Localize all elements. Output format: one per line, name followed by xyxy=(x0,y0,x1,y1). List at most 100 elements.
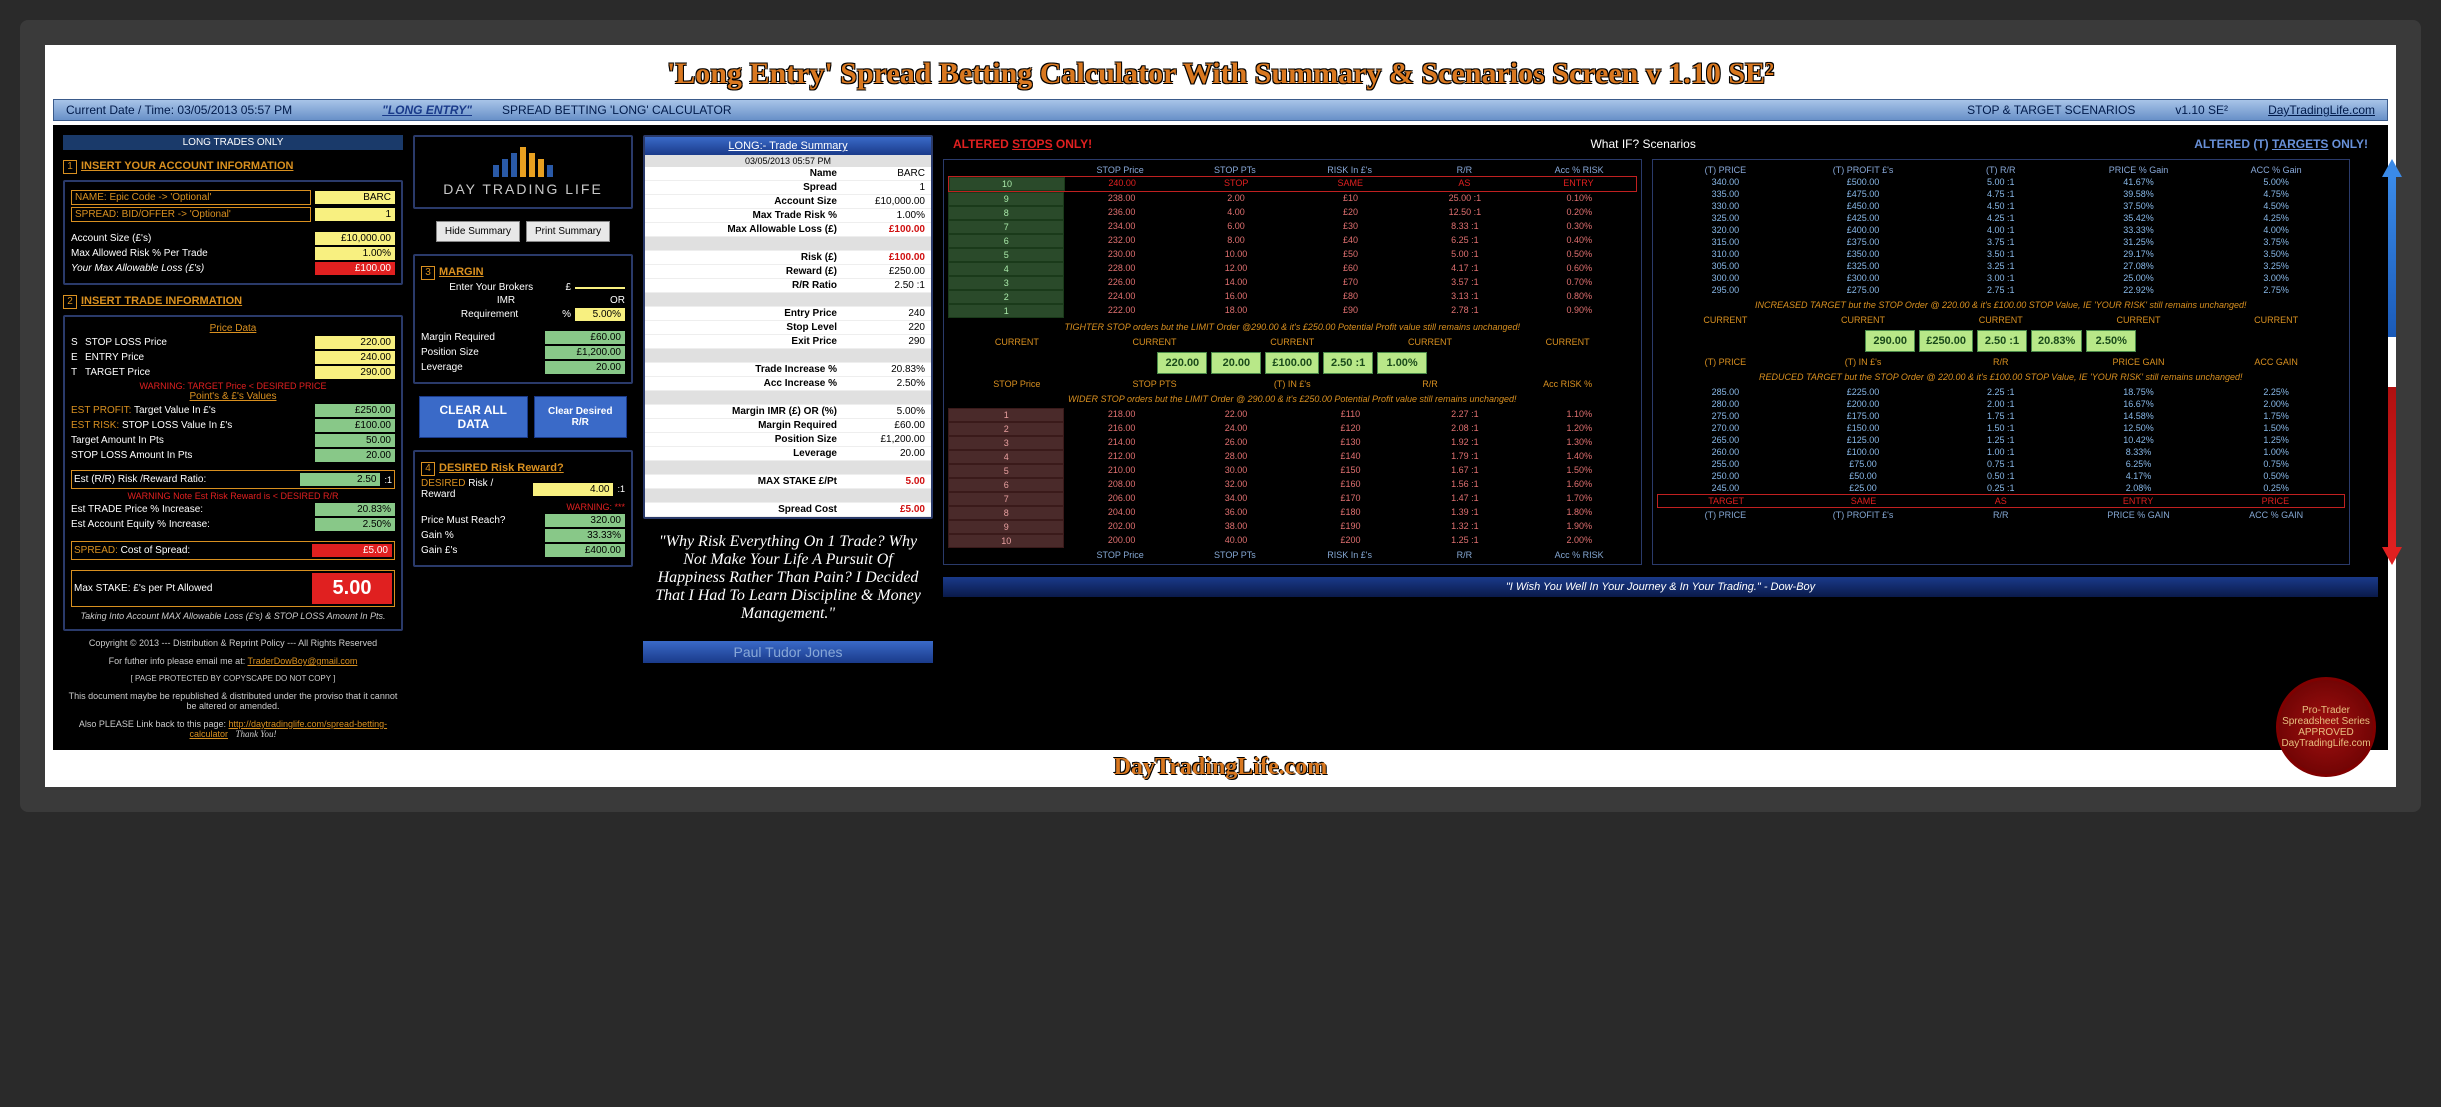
scenario-row: 9202.0038.00£1901.32 :11.90% xyxy=(948,520,1637,534)
input-column: LONG TRADES ONLY 1INSERT YOUR ACCOUNT IN… xyxy=(63,135,403,740)
section-2-title: INSERT TRADE INFORMATION xyxy=(81,295,242,307)
summary-datetime: 03/05/2013 05:57 PM xyxy=(645,155,931,167)
margin-req-val: £60.00 xyxy=(545,331,625,344)
scenario-row: 300.00£300.003.00 :125.00%3.00% xyxy=(1657,272,2346,284)
long-entry-label: "LONG ENTRY" xyxy=(382,103,472,117)
scenario-row: 255.00£75.000.75 :16.25%0.75% xyxy=(1657,458,2346,470)
summary-row: Leverage20.00 xyxy=(645,447,931,461)
pos-size-label: Position Size xyxy=(421,347,541,358)
scenario-row: 6232.008.00£406.25 :10.40% xyxy=(948,234,1637,248)
clear-rr-button[interactable]: Clear Desired R/R xyxy=(534,396,628,438)
spread-cost-label: SPREAD: Cost of Spread: xyxy=(74,545,308,556)
summary-row: Stop Level220 xyxy=(645,321,931,335)
equity-inc-label: Est Account Equity % Increase: xyxy=(71,519,311,530)
clear-all-button[interactable]: CLEAR ALL DATA xyxy=(419,396,528,438)
est-risk-label: EST RISK: STOP LOSS Value In £'s xyxy=(71,420,311,431)
stop-pts-val: 20.00 xyxy=(315,449,395,462)
app-frame: 'Long Entry' Spread Betting Calculator W… xyxy=(20,20,2421,812)
scenario-row: 320.00£400.004.00 :133.33%4.00% xyxy=(1657,224,2346,236)
est-profit-label: EST PROFIT: Target Value In £'s xyxy=(71,405,311,416)
current-value: 20.83% xyxy=(2031,330,2082,352)
stop-price-input[interactable]: 220.00 xyxy=(315,336,395,349)
logo: DAY TRADING LIFE xyxy=(413,135,633,209)
hide-summary-button[interactable]: Hide Summary xyxy=(436,221,520,242)
calc-title: SPREAD BETTING 'LONG' CALCULATOR xyxy=(502,103,732,117)
scenario-row: 1218.0022.00£1102.27 :11.10% xyxy=(948,408,1637,422)
current-value: 2.50% xyxy=(2086,330,2136,352)
arrow-down-icon xyxy=(2382,547,2402,565)
scenario-row: 265.00£125.001.25 :110.42%1.25% xyxy=(1657,434,2346,446)
leverage-val: 20.00 xyxy=(545,361,625,374)
site-link[interactable]: DayTradingLife.com xyxy=(2268,103,2375,117)
scenario-row: 3214.0026.00£1301.92 :11.30% xyxy=(948,436,1637,450)
quote-author: Paul Tudor Jones xyxy=(643,641,933,663)
scenario-row: 3226.0014.00£703.57 :10.70% xyxy=(948,276,1637,290)
broker-gbp-input[interactable] xyxy=(575,287,625,289)
scenario-row: 305.00£325.003.25 :127.08%3.25% xyxy=(1657,260,2346,272)
scenario-row: 310.00£350.003.50 :129.17%3.50% xyxy=(1657,248,2346,260)
max-risk-input[interactable]: 1.00% xyxy=(315,247,395,260)
copyright: Copyright © 2013 --- Distribution & Repr… xyxy=(63,637,403,649)
price-reach-label: Price Must Reach? xyxy=(421,515,541,526)
targets-header: ALTERED (T) TARGETS ONLY! xyxy=(2194,137,2368,151)
max-stake-label: Max STAKE: £'s per Pt Allowed xyxy=(74,583,308,594)
summary-row: Risk (£)£100.00 xyxy=(645,251,931,265)
link-back: Also PLEASE Link back to this page: http… xyxy=(63,718,403,740)
scenario-row: 6208.0032.00£1601.56 :11.60% xyxy=(948,478,1637,492)
target-price-label: TARGET Price xyxy=(85,367,311,378)
imr-pct-input[interactable]: 5.00% xyxy=(575,308,625,321)
warning-desired: WARNING: *** xyxy=(421,502,625,512)
max-loss-label: Your Max Allowable Loss (£'s) xyxy=(71,263,311,274)
name-label: NAME: Epic Code -> 'Optional' xyxy=(71,190,311,205)
datetime-label: Current Date / Time: 03/05/2013 05:57 PM xyxy=(66,103,292,117)
equity-inc-val: 2.50% xyxy=(315,518,395,531)
summary-row: MAX STAKE £/Pt5.00 xyxy=(645,475,931,489)
summary-row: Max Trade Risk %1.00% xyxy=(645,209,931,223)
summary-row: R/R Ratio2.50 :1 xyxy=(645,279,931,293)
scenario-row: 245.00£25.000.25 :12.08%0.25% xyxy=(1657,482,2346,494)
imr-label: IMR xyxy=(421,295,591,306)
warning-rr: WARNING Note Est Risk Reward is < DESIRE… xyxy=(71,491,395,501)
scenario-row: 8236.004.00£2012.50 :10.20% xyxy=(948,206,1637,220)
scenario-row: 5230.0010.00£505.00 :10.50% xyxy=(948,248,1637,262)
stop-price-label: STOP LOSS Price xyxy=(85,337,311,348)
section-1-badge: 1 xyxy=(63,160,77,174)
long-trades-header: LONG TRADES ONLY xyxy=(63,135,403,150)
desired-rr-input[interactable]: 4.00 xyxy=(533,483,613,496)
gain-pct-label: Gain % xyxy=(421,530,541,541)
summary-title: LONG:- Trade Summary xyxy=(645,137,931,155)
current-value: £100.00 xyxy=(1265,352,1319,374)
rr-label: Est (R/R) Risk /Reward Ratio: xyxy=(74,474,296,485)
desired-title: DESIRED Risk Reward? xyxy=(439,462,564,474)
summary-row: Exit Price290 xyxy=(645,335,931,349)
trade-inc-label: Est TRADE Price % Increase: xyxy=(71,504,311,515)
price-data-header: Price Data xyxy=(71,323,395,334)
max-stake-note: Taking Into Account MAX Allowable Loss (… xyxy=(71,609,395,623)
summary-row: Account Size£10,000.00 xyxy=(645,195,931,209)
scenario-row: 8204.0036.00£1801.39 :11.80% xyxy=(948,506,1637,520)
current-value: 2.50 :1 xyxy=(1977,330,2027,352)
summary-row: Trade Increase %20.83% xyxy=(645,363,931,377)
bottom-brand: DayTradingLife.com xyxy=(53,750,2388,785)
scenario-row: 4212.0028.00£1401.79 :11.40% xyxy=(948,450,1637,464)
scenario-row: 260.00£100.001.00 :18.33%1.00% xyxy=(1657,446,2346,458)
left-note-2: WIDER STOP orders but the LIMIT Order @ … xyxy=(948,390,1637,408)
arrow-up-line xyxy=(2388,177,2396,337)
current-value: 290.00 xyxy=(1865,330,1915,352)
spread-label: SPREAD: BID/OFFER -> 'Optional' xyxy=(71,207,311,222)
name-input[interactable]: BARC xyxy=(315,191,395,204)
left-th: STOP PriceSTOP PTsRISK In £'sR/RAcc % RI… xyxy=(948,164,1637,176)
summary-body: NameBARCSpread1Account Size£10,000.00Max… xyxy=(645,167,931,517)
summary-row: Spread Cost£5.00 xyxy=(645,503,931,517)
print-summary-button[interactable]: Print Summary xyxy=(526,221,610,242)
spread-input[interactable]: 1 xyxy=(315,208,395,221)
target-price-input[interactable]: 290.00 xyxy=(315,366,395,379)
copyscape: [ PAGE PROTECTED BY COPYSCAPE DO NOT COP… xyxy=(63,673,403,684)
summary-row: Margin IMR (£) OR (%)5.00% xyxy=(645,405,931,419)
email-link[interactable]: TraderDowBoy@gmail.com xyxy=(248,656,358,666)
entry-price-input[interactable]: 240.00 xyxy=(315,351,395,364)
approved-seal-icon: Pro-Trader Spreadsheet Series APPROVED D… xyxy=(2276,677,2376,777)
scenarios-title: STOP & TARGET SCENARIOS xyxy=(1967,103,2135,117)
scenario-row: 275.00£175.001.75 :114.58%1.75% xyxy=(1657,410,2346,422)
acct-size-input[interactable]: £10,000.00 xyxy=(315,232,395,245)
